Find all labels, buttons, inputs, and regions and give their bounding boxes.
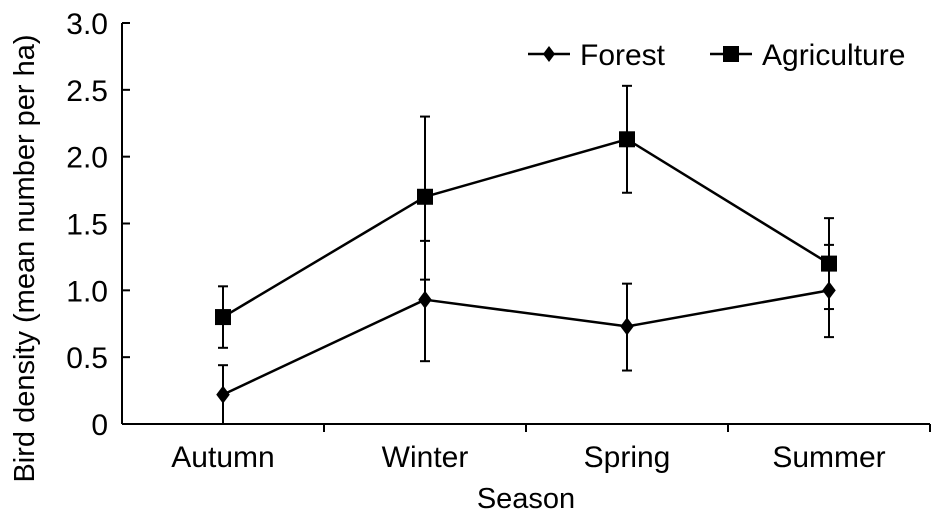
y-tick-label: 2.5 (66, 75, 108, 108)
x-axis-ticks: Autumn Winter Spring Summer (171, 424, 931, 474)
x-tick-label-autumn: Autumn (171, 441, 274, 474)
y-tick-label: 1.0 (66, 275, 108, 308)
y-axis-title: Bird density (mean number per ha) (9, 34, 41, 482)
series-agriculture (215, 84, 837, 349)
y-tick-label: 2.0 (66, 142, 108, 175)
y-tick-label: 1.5 (66, 209, 108, 242)
legend-label-agriculture: Agriculture (762, 39, 905, 72)
y-tick-label: 0 (91, 409, 108, 442)
series-line-forest (222, 289, 830, 396)
data-point-forest-spring (620, 317, 634, 336)
x-tick-label-summer: Summer (772, 441, 885, 474)
legend-item-agriculture: Agriculture (710, 39, 905, 72)
legend-marker-agriculture (723, 46, 739, 62)
y-tick-label: 0.5 (66, 342, 108, 375)
legend-label-forest: Forest (580, 39, 666, 72)
data-point-forest-autumn (216, 385, 230, 404)
data-point-agriculture-spring (619, 131, 635, 148)
data-point-forest-winter (418, 290, 432, 309)
y-axis-ticks: 0 0.5 1.0 1.5 2.0 2.5 3.0 (66, 8, 130, 442)
axes (121, 23, 930, 425)
legend: Forest Agriculture (528, 39, 905, 72)
legend-marker-forest (543, 46, 555, 62)
data-point-agriculture-winter (417, 188, 433, 205)
x-axis-title: Season (477, 483, 575, 515)
legend-item-forest: Forest (528, 39, 666, 72)
data-point-agriculture-autumn (215, 309, 231, 326)
series-forest (216, 239, 836, 425)
x-tick-label-spring: Spring (584, 441, 671, 474)
series-layer (215, 84, 837, 425)
data-point-agriculture-summer (821, 255, 837, 272)
y-tick-label: 3.0 (66, 8, 108, 41)
x-tick-label-winter: Winter (382, 441, 469, 474)
series-line-agriculture (222, 138, 830, 319)
